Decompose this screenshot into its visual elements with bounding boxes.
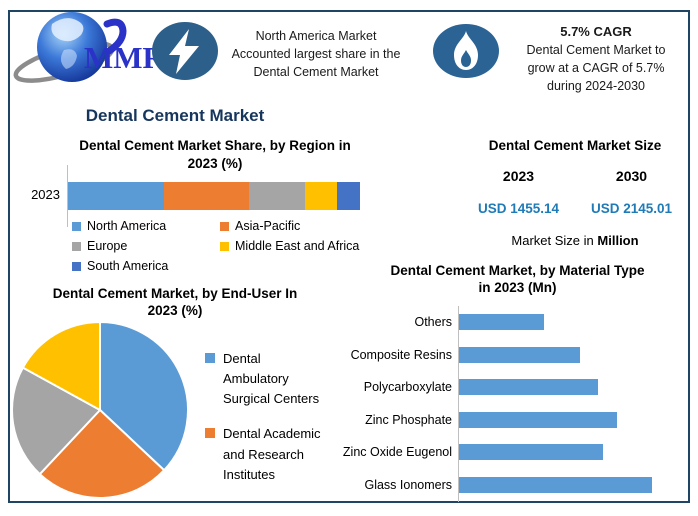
market-size-year: 2023 — [502, 168, 535, 184]
callout-line: North America Market — [255, 29, 377, 43]
legend-label: Europe — [87, 239, 128, 253]
legend-label: Dental Ambulatory Surgical Centers — [223, 351, 320, 407]
material-bar-chart: Others Composite Resins Polycarboxylate Zin… — [340, 306, 690, 502]
bar-category-label: Composite Resins — [350, 347, 452, 362]
bar-category-label: Glass Ionomers — [364, 477, 452, 492]
globe-icon: MMR — [13, 12, 166, 83]
bar-track — [459, 346, 690, 363]
bar — [459, 411, 617, 428]
material-chart-title: Dental Cement Market, by Material Type i… — [350, 263, 685, 297]
market-size-values: USD 1455.14 USD 2145.01 — [462, 201, 688, 216]
region-axis-line — [67, 165, 68, 227]
flame-icon — [433, 24, 499, 83]
bar-category-label: Zinc Oxide Eugenol — [342, 445, 452, 460]
bar — [459, 346, 581, 363]
logo-text: MMR — [84, 40, 162, 75]
market-size-value: USD 2145.01 — [590, 201, 673, 216]
bar — [459, 314, 544, 331]
legend-swatch — [72, 261, 81, 271]
legend-item: Dental Ambulatory Surgical Centers — [205, 349, 321, 409]
bar-row: Zinc Oxide Eugenol — [340, 436, 690, 469]
market-size-value: USD 1455.14 — [477, 201, 560, 216]
region-bar-segment — [164, 182, 250, 210]
bar-row: Others — [340, 306, 690, 339]
bar-track — [459, 444, 690, 461]
legend-item: Asia-Pacific — [220, 219, 378, 233]
bar-row: Polycarboxylate — [340, 371, 690, 404]
market-size-year: 2030 — [615, 168, 648, 184]
callout-line: Accounted largest share in the — [231, 47, 401, 61]
callout-line: during 2024-2030 — [547, 79, 645, 93]
region-bar-segment — [249, 182, 305, 210]
region-bar-segment — [336, 182, 361, 210]
material-chart-title-line: in 2023 (Mn) — [478, 279, 557, 295]
legend-swatch — [205, 428, 215, 439]
region-chart-title: Dental Cement Market Share, by Region in… — [45, 137, 385, 172]
material-axis-line — [458, 306, 459, 502]
bar-category-label: Others — [414, 315, 452, 330]
callout-line: grow at a CAGR of 5.7% — [527, 61, 665, 75]
callout-cagr: 5.7% CAGR Dental Cement Market to grow a… — [498, 23, 694, 95]
bar-row: Zinc Phosphate — [340, 404, 690, 437]
market-size-years: 2023 2030 — [462, 168, 688, 184]
cagr-title: 5.7% CAGR — [560, 24, 632, 39]
legend-swatch — [205, 353, 215, 363]
pie-slice — [21, 321, 101, 411]
pie-slice — [11, 366, 101, 476]
legend-label: South America — [87, 259, 169, 273]
bar-track — [459, 476, 690, 493]
legend-label: Asia-Pacific — [235, 219, 301, 233]
region-chart-title-line: 2023 (%) — [187, 155, 243, 171]
bar-track — [459, 379, 690, 396]
legend-label: Dental Academic and Research Institutes — [223, 426, 321, 482]
pie-chart-title: Dental Cement Market, by End-User In 202… — [15, 286, 335, 320]
legend-item: North America — [72, 219, 220, 233]
lightning-icon — [152, 22, 218, 85]
material-chart-title-line: Dental Cement Market, by Material Type — [390, 263, 645, 278]
pie-chart-title-line: Dental Cement Market, by End-User In — [52, 286, 298, 301]
mmr-logo: MMR — [12, 4, 166, 92]
pie-chart-title-line: 2023 (%) — [147, 302, 203, 318]
region-chart-title-line: Dental Cement Market Share, by Region in — [79, 138, 351, 153]
callout-line: Dental Cement Market to — [526, 43, 666, 57]
pie-slice — [99, 321, 189, 472]
bar-track — [459, 411, 690, 428]
bar — [459, 444, 604, 461]
market-size-panel: Dental Cement Market Size 2023 2030 USD … — [462, 138, 688, 248]
legend-swatch — [72, 221, 81, 231]
bar — [459, 476, 652, 493]
pie-slice — [38, 409, 166, 499]
region-axis-category-label: 2023 — [31, 187, 60, 202]
region-bar-segment — [304, 182, 337, 210]
end-user-pie-chart — [11, 321, 189, 499]
legend-label: North America — [87, 219, 167, 233]
market-size-footnote: Market Size in Million — [462, 233, 688, 248]
region-bar-segment — [68, 182, 165, 210]
bar-track — [459, 314, 690, 331]
legend-swatch — [220, 241, 229, 251]
outer-border — [8, 10, 690, 503]
legend-item: Middle East and Africa — [220, 239, 378, 253]
bar-row: Glass Ionomers — [340, 469, 690, 502]
legend-swatch — [72, 241, 81, 251]
market-size-title: Dental Cement Market Size — [488, 138, 662, 153]
legend-label: Middle East and Africa — [235, 239, 360, 253]
region-legend: North America Asia-Pacific Europe Middle Ea… — [72, 219, 378, 273]
callout-market-share: North America Market Accounted largest s… — [224, 27, 408, 81]
footnote-unit: Million — [597, 233, 639, 248]
page-title: Dental Cement Market — [85, 106, 265, 125]
pie-legend: Dental Ambulatory Surgical Centers Dental A… — [205, 349, 321, 485]
bar-category-label: Polycarboxylate — [363, 380, 452, 395]
legend-item: Europe — [72, 239, 220, 253]
bar-row: Composite Resins — [340, 339, 690, 372]
callout-line: Dental Cement Market — [253, 65, 379, 79]
bar-category-label: Zinc Phosphate — [365, 412, 452, 427]
region-stacked-bar — [68, 182, 361, 210]
legend-item: South America — [72, 259, 220, 273]
legend-swatch — [220, 221, 229, 231]
bar — [459, 379, 598, 396]
legend-item: Dental Academic and Research Institutes — [205, 424, 321, 484]
footnote-text: Market Size in — [511, 233, 594, 248]
